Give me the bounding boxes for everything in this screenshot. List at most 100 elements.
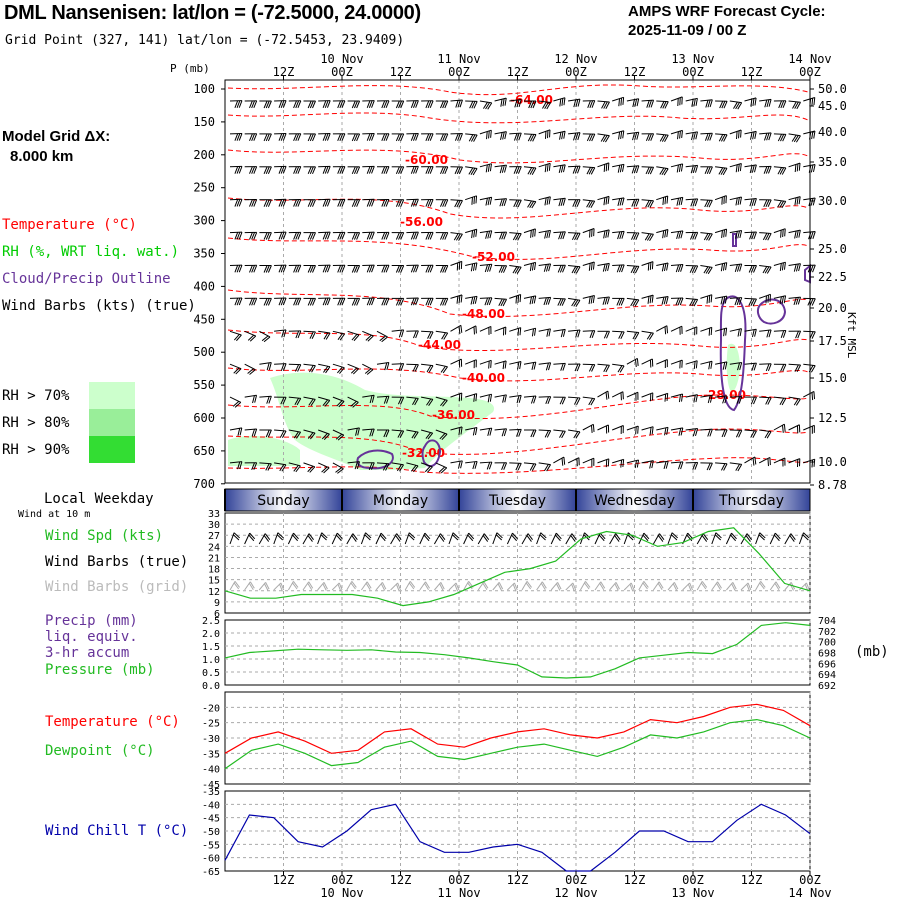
weekday-cell xyxy=(576,489,693,511)
wind-barb-feather xyxy=(795,297,799,305)
wind-barb-shaft xyxy=(656,392,668,398)
wind-barb-feather xyxy=(587,100,591,109)
wind-barb-feather xyxy=(236,166,241,174)
wind-barb-feather xyxy=(460,460,463,469)
wind-panel-tick-label: 9 xyxy=(214,598,220,609)
wind-barb-feather xyxy=(414,364,419,372)
wind-barb xyxy=(406,330,419,339)
wind-barb-feather xyxy=(795,330,799,339)
wind-barb-feather xyxy=(381,133,386,142)
wind-barb-feather xyxy=(309,265,314,273)
wind-barb xyxy=(626,165,640,174)
wind-barb xyxy=(332,133,346,142)
wind-barb-feather xyxy=(531,328,534,337)
wind-barb-feather xyxy=(632,299,638,307)
wind-barb-feather xyxy=(559,397,564,405)
wind-barb xyxy=(465,133,478,142)
wind-barb xyxy=(788,229,801,239)
wind-barb-shaft xyxy=(594,581,602,591)
wind-barb xyxy=(303,462,316,473)
wind-barb xyxy=(303,396,316,406)
wind-barb-feather xyxy=(515,295,518,304)
wind-barb-feather xyxy=(307,535,313,542)
temperature-contour-label: -48.00 xyxy=(462,307,505,321)
wind-barb-feather xyxy=(590,200,596,208)
wind-barb-grid xyxy=(755,581,766,591)
wind-barb-feather xyxy=(247,334,255,341)
wind-barb-feather xyxy=(326,133,331,141)
wind-barb-feather xyxy=(341,166,346,174)
wind-barb-feather xyxy=(571,232,577,241)
wind-barb-feather xyxy=(592,295,595,304)
wind-barb-feather xyxy=(236,297,241,306)
wind-barb-feather xyxy=(398,166,402,174)
wind-barb-shaft xyxy=(582,457,595,464)
wind-barb-shaft xyxy=(523,166,536,169)
wind-barb-feather xyxy=(233,367,240,374)
bottom-time-tick: 12Z xyxy=(507,873,529,887)
wind-barb-feather xyxy=(548,328,551,337)
wind-barb-feather xyxy=(385,199,390,207)
wind-barb xyxy=(597,229,610,239)
pressure-tick-label: 350 xyxy=(193,247,215,261)
wind-barb-feather xyxy=(337,199,342,207)
wind-barb-feather xyxy=(234,401,242,408)
wind-barb-feather xyxy=(573,299,579,307)
wind-barb-feather xyxy=(591,133,596,142)
wind-barb-shaft xyxy=(623,582,632,591)
wind-barb-shaft xyxy=(803,458,815,464)
wind-panel-tick-label: 18 xyxy=(208,565,220,576)
wind-barb-shaft xyxy=(347,427,360,431)
wind-barb-shaft xyxy=(755,581,762,591)
wind-barb-feather xyxy=(783,295,787,304)
wind-barb-feather xyxy=(383,199,388,207)
wind-barb-feather xyxy=(293,464,299,472)
cycle-line-2: 2025-11-09 / 00 Z xyxy=(628,22,747,39)
wind-barb-feather xyxy=(454,166,459,175)
wind-barb-feather xyxy=(603,230,606,239)
wind-barb xyxy=(494,231,508,240)
wind-barb-shaft xyxy=(685,297,698,300)
wind-barb-shaft xyxy=(346,533,354,545)
wind-barb-feather xyxy=(725,262,728,271)
wind-barb-shaft xyxy=(538,129,551,135)
wind-barb-shaft xyxy=(419,581,426,591)
wind-barb xyxy=(479,461,493,470)
wind-barb-shaft xyxy=(435,363,448,368)
wind-barb-shaft xyxy=(420,462,433,468)
wind-barb-feather xyxy=(586,167,591,175)
wind-barb-feather xyxy=(440,232,444,240)
wind-barb-feather xyxy=(381,166,386,174)
wind-barb-feather xyxy=(410,133,415,141)
wind-barb xyxy=(479,393,493,403)
bottom-time-tick: 00Z xyxy=(682,873,704,887)
top-time-tick: 00Z xyxy=(331,65,353,79)
wind-barb-feather xyxy=(425,100,430,109)
wind-barb-shaft xyxy=(685,360,698,365)
wind-barb xyxy=(303,232,316,240)
wind-barb-feather xyxy=(605,196,608,205)
wind-barb-feather xyxy=(749,165,753,174)
wind-barb-shaft xyxy=(332,462,344,470)
wind-barb xyxy=(421,330,434,339)
wind-barb-feather xyxy=(322,199,327,207)
wind-barb xyxy=(759,293,771,304)
wind-barb-shaft xyxy=(360,532,366,545)
wind-barb xyxy=(479,359,492,369)
wind-barb-feather xyxy=(428,365,434,373)
wind-barb-feather xyxy=(400,298,405,306)
wind-barb-shaft xyxy=(597,458,609,464)
wind-barb-feather xyxy=(680,197,684,205)
wind-barb-feather xyxy=(278,199,283,207)
wind-barb xyxy=(259,429,272,438)
wind-barb-feather xyxy=(504,394,507,403)
wind-barb-feather xyxy=(442,199,447,207)
wind-barb-feather xyxy=(813,459,816,467)
wind-barb-feather xyxy=(337,133,342,142)
wind-barb-feather xyxy=(295,265,300,273)
wind-barb-shaft xyxy=(360,581,368,591)
wind-barb xyxy=(347,330,360,342)
wind-barb-feather xyxy=(750,396,755,405)
wind-barb-shaft xyxy=(582,199,595,202)
wind-10m-label: Wind at 10 m xyxy=(18,509,91,520)
